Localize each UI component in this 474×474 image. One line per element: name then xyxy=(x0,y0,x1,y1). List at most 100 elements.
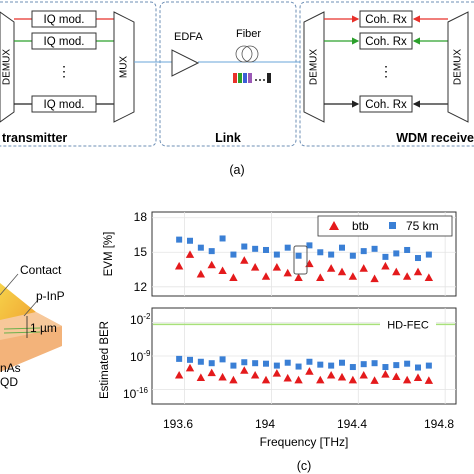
ber-ytick-label: 10-16 xyxy=(123,386,148,401)
ber-series-75km xyxy=(176,355,432,371)
evm-btb-point xyxy=(261,272,271,280)
edfa-amplifier-symbol xyxy=(171,49,200,77)
receiver-caption: WDM receive xyxy=(396,131,474,145)
evm-btb-point xyxy=(359,264,368,272)
tx-demux-trapezoid xyxy=(0,11,15,123)
iq-mod-label-1: IQ mod. xyxy=(44,14,85,26)
ber-75km-point xyxy=(306,358,313,365)
evm-75km-point xyxy=(273,251,280,258)
ber-btb-point xyxy=(185,363,195,372)
rx-demux-left-trapezoid xyxy=(303,11,325,123)
evm-75km-point xyxy=(208,248,215,255)
legend-btb-label: btb xyxy=(352,219,369,233)
x-axis-label: Frequency [THz] xyxy=(260,435,349,449)
ber-75km-point xyxy=(219,356,226,363)
ber-75km-point xyxy=(328,362,335,369)
ber-75km-point xyxy=(197,358,204,365)
ber-btb-point xyxy=(261,375,271,384)
pinp-label: p-InP xyxy=(36,289,65,303)
fiber-label: Fiber xyxy=(236,28,261,40)
ber-btb-point xyxy=(348,375,358,384)
panel-c: 18 15 12 EVM [%] btb 75 km HD-FEC 10-2 1… xyxy=(99,210,457,473)
mux-label: MUX xyxy=(119,56,130,79)
evm-75km-point xyxy=(219,235,226,242)
evm-btb-point xyxy=(348,272,358,280)
xtick-label: 194.4 xyxy=(337,417,367,431)
transmitter-box xyxy=(0,1,157,147)
legend-km-label: 75 km xyxy=(406,219,439,233)
evm-btb-point xyxy=(272,263,282,271)
panel-a-label: (a) xyxy=(229,163,244,177)
evm-75km-point xyxy=(317,249,324,256)
qd-label: QD xyxy=(0,375,18,389)
iq-mod-box-3 xyxy=(31,95,97,113)
evm-75km-point xyxy=(360,248,367,255)
evm-btb-point xyxy=(326,264,336,272)
iq-mod-box-1 xyxy=(31,10,97,28)
evm-75km-point xyxy=(382,253,389,260)
evm-75km-point xyxy=(230,251,237,258)
ber-btb-point xyxy=(196,373,206,381)
evm-y-ticks: 18 15 12 xyxy=(134,210,148,294)
evm-btb-point xyxy=(294,273,303,281)
ber-75km-point xyxy=(284,359,291,366)
transmitter-caption: transmitter xyxy=(2,131,67,145)
evm-75km-point xyxy=(263,246,269,253)
ber-ytick-label: 10-9 xyxy=(130,349,151,364)
iq-mod-label-3: IQ mod. xyxy=(44,99,85,111)
evm-axis-label: EVM [%] xyxy=(103,232,115,277)
pinp-pointer xyxy=(23,299,39,317)
ber-btb-point xyxy=(413,373,423,381)
evm-75km-point xyxy=(404,246,411,253)
evm-btb-point xyxy=(207,260,216,269)
ber-btb-point xyxy=(229,375,238,384)
qd-layer-line-1 xyxy=(3,327,41,330)
coh-rx-label-1: Coh. Rx xyxy=(365,14,407,26)
iq-mod-label-2: IQ mod. xyxy=(44,36,85,48)
evm-btb-point xyxy=(185,250,195,258)
evm-75km-point xyxy=(393,250,400,257)
ber-btb-point xyxy=(381,370,390,378)
ber-75km-point xyxy=(404,360,411,367)
legend-btb-marker xyxy=(329,221,339,230)
ber-75km-point xyxy=(241,359,248,366)
evm-75km-point xyxy=(187,237,193,244)
evm-series-75km xyxy=(176,235,432,262)
ber-btb-point xyxy=(370,376,379,384)
evm-75km-point xyxy=(306,242,313,249)
evm-btb-point xyxy=(196,269,206,278)
edfa-label: EDFA xyxy=(174,31,203,43)
ber-btb-point xyxy=(218,372,227,381)
ber-axis-label: Estimated BER xyxy=(99,321,111,399)
contact-label: Contact xyxy=(20,263,62,277)
xtick-label: 193.6 xyxy=(163,417,193,431)
ber-75km-point xyxy=(273,362,280,369)
evm-btb-point xyxy=(381,261,390,270)
ber-btb-point xyxy=(174,371,184,379)
ber-75km-point xyxy=(187,356,193,363)
evm-btb-point xyxy=(229,273,238,281)
evm-btb-point xyxy=(240,256,249,264)
xtick-label: 194.8 xyxy=(424,417,454,431)
link-caption: Link xyxy=(215,131,241,145)
evm-btb-point xyxy=(337,267,347,276)
ber-btb-point xyxy=(392,372,401,380)
evm-ytick-label: 18 xyxy=(134,210,148,224)
ber-75km-point xyxy=(415,364,421,371)
ber-btb-point xyxy=(250,371,260,379)
ber-75km-point xyxy=(382,364,389,371)
panel-a: DEMUX IQ mod. IQ mod. ⋮ IQ mod. MUX tran… xyxy=(0,1,474,177)
ber-btb-point xyxy=(402,375,412,384)
ber-btb-point xyxy=(359,371,368,379)
ber-ytick-label: 10-2 xyxy=(130,312,151,327)
xtick-label: 194 xyxy=(255,417,275,431)
ber-btb-point xyxy=(316,375,325,384)
coh-rx-label-3: Coh. Rx xyxy=(365,99,407,111)
dimension-label: 1 µm xyxy=(30,321,57,335)
coh-rx-label-2: Coh. Rx xyxy=(365,36,407,48)
ber-y-ticks: 10-2 10-9 10-16 xyxy=(123,312,151,401)
ber-btb-point xyxy=(305,367,314,375)
coh-rx-box-1 xyxy=(359,10,413,28)
evm-btb-point xyxy=(392,267,401,276)
qd-layer-line-2 xyxy=(3,331,41,334)
